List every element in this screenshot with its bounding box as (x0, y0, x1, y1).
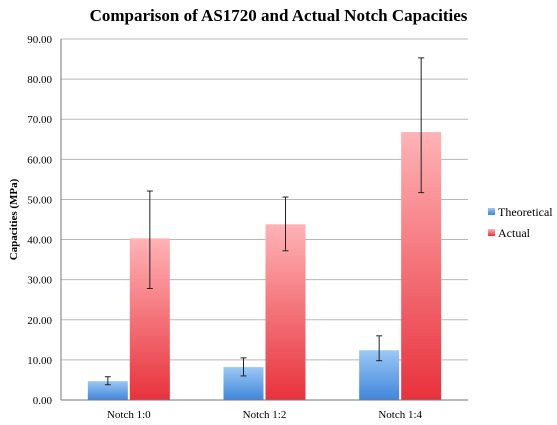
y-tick-label: 90.00 (27, 34, 52, 46)
error-bars (104, 57, 425, 386)
legend-label-theoretical: Theoretical (498, 205, 553, 219)
y-tick-label: 60.00 (27, 154, 52, 166)
y-tick-label: 50.00 (27, 194, 52, 206)
legend: Theoretical Actual (488, 205, 553, 240)
y-axis-title: Capacities (MPa) (8, 178, 20, 260)
y-tick-label: 20.00 (27, 315, 52, 327)
x-tick-label: Notch 1:0 (107, 409, 151, 421)
bar-actual-2 (265, 224, 306, 400)
y-tick-label: 10.00 (27, 355, 52, 367)
chart-title: Comparison of AS1720 and Actual Notch Ca… (89, 6, 468, 25)
y-tick-label: 40.00 (27, 235, 52, 247)
y-tick-label: 30.00 (27, 275, 52, 287)
y-tick-label: 80.00 (27, 74, 52, 86)
x-tick-label: Notch 1:2 (243, 409, 287, 421)
legend-label-actual: Actual (498, 226, 531, 240)
legend-swatch-actual (488, 229, 495, 236)
legend-swatch-theoretical (488, 208, 495, 215)
y-tick-label: 0.00 (33, 395, 53, 407)
y-tick-label: 70.00 (27, 114, 52, 126)
axes: 0.00 10.00 20.00 30.00 40.00 50.00 60.00 70.00 8… (8, 34, 468, 421)
x-tick-label: Notch 1:4 (378, 409, 422, 421)
bar-theoretical-1 (87, 381, 128, 400)
